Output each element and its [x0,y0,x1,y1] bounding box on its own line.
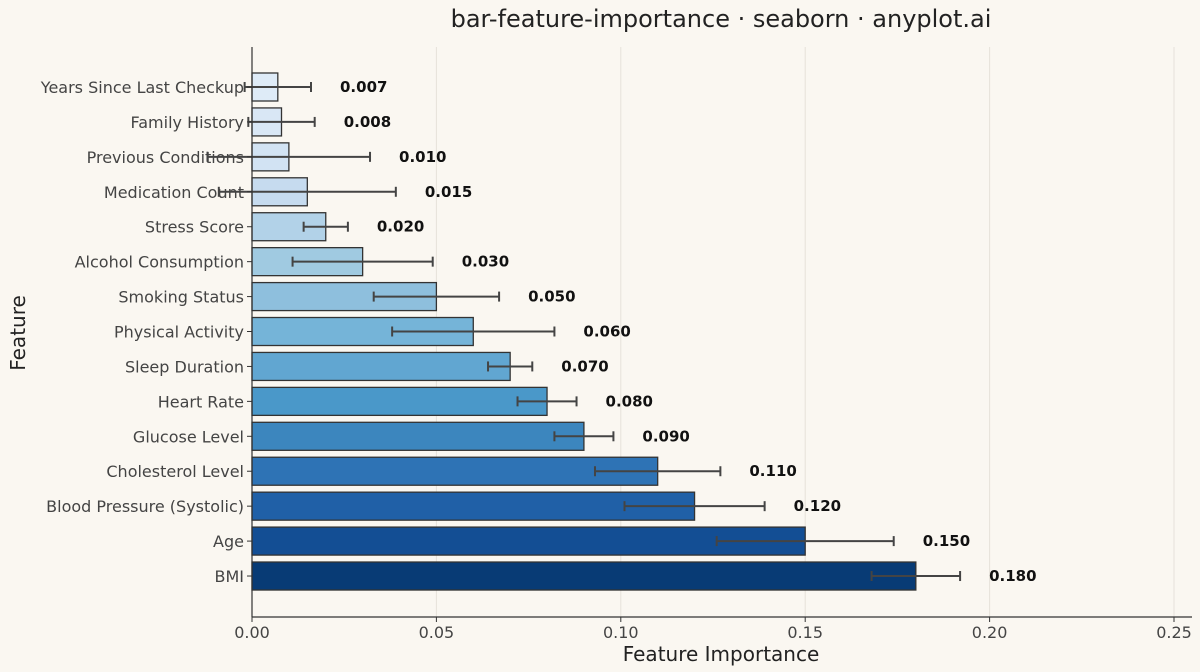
x-tick-label: 0.25 [1156,623,1192,642]
x-axis-label: Feature Importance [623,642,820,666]
y-tick-label: Age [213,532,244,551]
y-tick-label: BMI [215,567,245,586]
value-label: 0.060 [583,323,630,341]
value-label: 0.010 [399,148,446,166]
bar [251,386,548,417]
x-tick-label: 0.05 [419,623,455,642]
value-label: 0.020 [377,218,424,236]
bar [251,561,917,591]
x-tick-label: 0.10 [603,623,639,642]
value-label: 0.030 [462,253,509,271]
y-tick-label: Previous Conditions [87,148,244,167]
y-tick-label: Sleep Duration [125,357,244,376]
value-label: 0.090 [642,427,689,445]
y-axis-label: Feature [6,295,30,371]
value-label: 0.007 [340,78,387,96]
y-tick-label: Physical Activity [114,323,244,342]
value-label: 0.110 [749,462,796,480]
value-label: 0.008 [344,113,391,131]
x-tick-label: 0.20 [972,623,1008,642]
y-tick-label: Cholesterol Level [106,462,244,481]
y-tick-label: Smoking Status [118,288,244,307]
x-tick-label: 0.00 [234,623,270,642]
y-tick-label: Medication Count [104,183,244,202]
y-tick-labels: Years Since Last Checkup Family History Pr… [40,78,252,586]
y-tick-label: Blood Pressure (Systolic) [46,497,244,516]
x-tick-labels: 0.00 0.05 0.10 0.15 0.20 0.25 [234,617,1192,642]
value-label: 0.180 [989,567,1036,585]
y-tick-label: Heart Rate [158,392,244,411]
grid-lines [435,47,1175,617]
value-label: 0.080 [606,392,653,410]
value-label: 0.150 [923,532,970,550]
bar [251,421,585,451]
chart-title: bar-feature-importance · seaborn · anypl… [451,5,992,33]
x-tick-label: 0.15 [787,623,823,642]
y-tick-label: Years Since Last Checkup [40,78,244,97]
value-label: 0.120 [794,497,841,515]
y-tick-label: Alcohol Consumption [75,253,244,272]
bar [251,351,511,382]
y-tick-label: Family History [131,113,245,132]
y-tick-label: Glucose Level [133,427,244,446]
y-tick-label: Stress Score [145,218,244,237]
value-label: 0.050 [528,288,575,306]
value-label: 0.070 [561,357,608,375]
value-label: 0.015 [425,183,472,201]
